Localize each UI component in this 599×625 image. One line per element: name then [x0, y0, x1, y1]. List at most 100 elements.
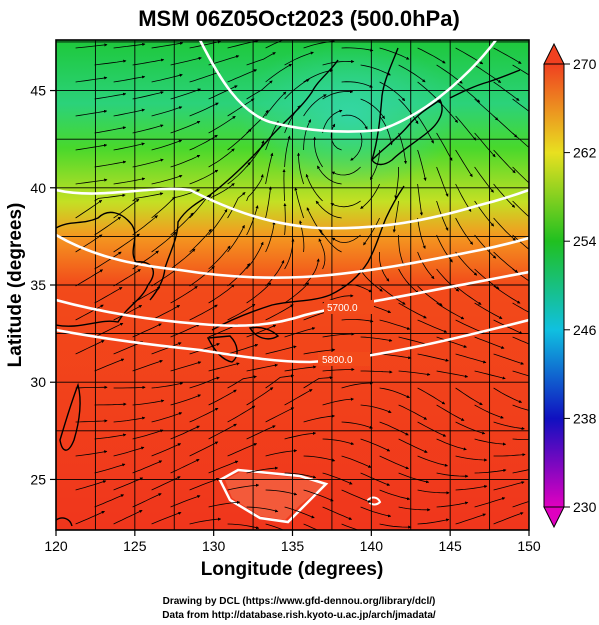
streamline	[417, 285, 443, 306]
streamline	[75, 109, 108, 117]
streamline	[398, 472, 430, 484]
x-axis-label: Longitude (degrees)	[201, 559, 384, 580]
streamline	[455, 217, 474, 245]
streamline	[493, 47, 522, 64]
streamline	[113, 385, 146, 390]
streamline	[317, 165, 342, 185]
streamline	[113, 477, 144, 491]
streamline	[363, 217, 380, 246]
streamline	[455, 115, 477, 141]
streamline	[379, 489, 411, 501]
streamline	[398, 506, 431, 512]
streamline	[322, 438, 355, 446]
streamline	[132, 493, 162, 508]
streamline	[94, 463, 126, 474]
streamline	[189, 517, 222, 525]
streamline	[208, 148, 235, 168]
streamline	[75, 234, 103, 253]
warm-pocket-contour	[218, 468, 329, 524]
streamline	[360, 370, 393, 374]
streamline	[512, 166, 529, 184]
streamline	[398, 235, 405, 267]
streamline	[283, 202, 287, 236]
streamline	[312, 136, 323, 168]
streamline	[436, 234, 453, 263]
streamline	[284, 327, 316, 338]
streamline	[331, 234, 361, 244]
y-tick-label: 35	[30, 277, 46, 293]
streamline	[170, 361, 202, 372]
streamline	[132, 215, 158, 236]
x-tick-label: 125	[123, 538, 147, 554]
streamline	[246, 387, 274, 406]
streamline	[113, 108, 146, 117]
streamline	[369, 149, 380, 181]
streamline	[493, 421, 525, 431]
streamline	[265, 489, 298, 496]
streamline	[246, 52, 276, 66]
hokkaido-coast	[371, 98, 443, 166]
streamline	[75, 385, 108, 389]
streamline	[379, 455, 409, 470]
streamline	[113, 446, 145, 457]
streamline	[151, 174, 183, 185]
streamline	[436, 438, 467, 451]
streamline	[360, 336, 393, 342]
streamline	[94, 358, 125, 372]
streamline	[493, 353, 525, 365]
streamline	[113, 269, 141, 287]
streamline	[189, 304, 218, 321]
streamline	[94, 160, 127, 168]
streamline	[265, 345, 297, 355]
map-title: MSM 06Z05Oct2023 (500.0hPa)	[138, 6, 460, 31]
streamline	[132, 460, 163, 474]
streamline	[151, 268, 179, 287]
streamline	[170, 323, 200, 338]
y-tick-label: 45	[30, 83, 46, 99]
streamline	[94, 251, 122, 270]
streamline	[227, 443, 258, 457]
streamline	[417, 353, 449, 362]
streamline	[398, 404, 428, 420]
contour-5800	[56, 318, 529, 364]
streamline	[436, 336, 468, 348]
streamline	[227, 405, 256, 423]
streamline	[94, 59, 127, 66]
streamline	[379, 319, 411, 330]
x-tick-label: 145	[438, 538, 462, 554]
streamline	[284, 79, 310, 100]
y-tick-label: 40	[30, 180, 46, 196]
streamline	[151, 41, 184, 49]
streamline	[493, 481, 525, 491]
streamline	[284, 472, 317, 479]
streamline	[227, 192, 246, 219]
streamline	[170, 248, 196, 270]
streamline	[398, 370, 431, 376]
colorbar-max-arrow	[543, 42, 565, 65]
contour-5700	[56, 270, 529, 328]
streamline	[512, 200, 529, 218]
streamline	[455, 81, 481, 103]
streamline	[455, 421, 486, 435]
streamline	[379, 115, 393, 146]
streamline	[208, 183, 235, 202]
streamline	[151, 73, 183, 83]
streamline	[189, 228, 212, 253]
streamline	[379, 47, 410, 60]
streamline	[305, 173, 323, 202]
colorbar-tick-label: 246	[573, 322, 597, 338]
streamline	[132, 192, 164, 202]
streamline	[189, 343, 220, 355]
warm-pocket-region	[225, 472, 325, 520]
streamline	[265, 221, 276, 253]
streamline	[113, 142, 145, 151]
streamline	[284, 365, 317, 372]
coastlines	[56, 47, 521, 527]
streamline	[455, 353, 487, 364]
streamline	[265, 186, 272, 219]
streamline	[341, 421, 373, 429]
x-tick-label: 135	[281, 538, 305, 554]
streamline	[284, 135, 291, 168]
streamline	[132, 323, 162, 338]
colorbar-tick-label: 254	[573, 233, 597, 249]
